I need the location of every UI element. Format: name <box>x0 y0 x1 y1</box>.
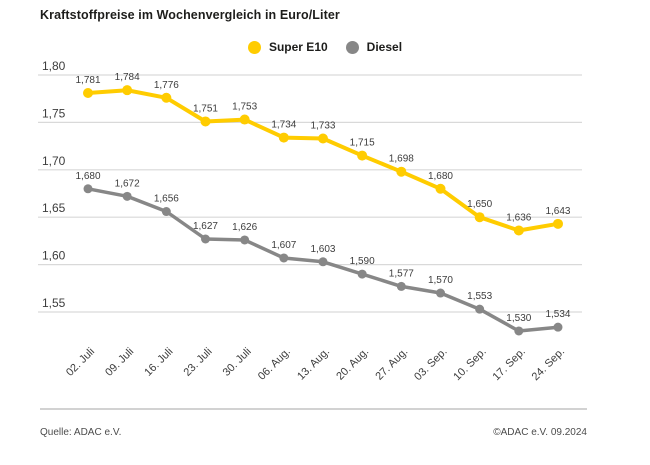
x-tick-label: 17. Sep. <box>490 346 527 383</box>
data-point-label: 1,781 <box>75 75 100 86</box>
data-point-label: 1,733 <box>310 121 335 132</box>
data-point <box>161 207 171 217</box>
data-point-label: 1,776 <box>154 80 179 91</box>
x-tick-label: 23. Juli <box>181 346 214 379</box>
y-tick-label: 1,70 <box>42 154 66 168</box>
data-point <box>240 235 250 245</box>
legend-item-super-e10: Super E10 <box>247 40 328 54</box>
diesel-marker-icon <box>345 40 359 54</box>
data-point <box>396 166 407 177</box>
x-tick-label: 02. Juli <box>64 346 97 379</box>
footer: Quelle: ADAC e.V. ©ADAC e.V. 09.2024 <box>40 427 587 438</box>
x-tick-label: 10. Sep. <box>451 346 488 383</box>
legend-item-diesel: Diesel <box>345 40 403 54</box>
copyright-note: ©ADAC e.V. 09.2024 <box>493 427 587 438</box>
data-point-label: 1,570 <box>428 275 453 286</box>
source-note: Quelle: ADAC e.V. <box>40 427 122 438</box>
data-point <box>278 132 289 143</box>
x-tick-label: 09. Juli <box>103 346 136 379</box>
x-axis-labels: 02. Juli 09. Juli 16. Juli 23. Juli 30. Juli… <box>64 346 567 383</box>
data-point-label: 1,626 <box>232 222 257 233</box>
data-point <box>513 225 524 236</box>
data-point-label: 1,553 <box>467 291 492 302</box>
legend-label-super-e10: Super E10 <box>268 40 328 54</box>
x-tick-label: 06. Aug. <box>256 346 293 383</box>
data-point-label: 1,680 <box>428 171 453 182</box>
y-tick-label: 1,55 <box>42 296 66 310</box>
data-point-label: 1,643 <box>545 206 570 217</box>
y-tick-label: 1,65 <box>42 201 66 215</box>
chart-legend: Super E10 Diesel <box>0 40 650 54</box>
x-tick-label: 03. Sep. <box>412 346 449 383</box>
data-point <box>396 281 406 291</box>
x-tick-label: 20. Aug. <box>334 346 371 383</box>
data-point-label: 1,698 <box>389 154 414 165</box>
x-tick-label: 30. Juli <box>221 346 254 379</box>
data-point <box>552 218 563 229</box>
data-point <box>474 212 485 223</box>
data-point-label: 1,715 <box>350 138 375 149</box>
data-point-label: 1,650 <box>467 199 492 210</box>
data-point-label: 1,530 <box>506 313 531 324</box>
data-point-label: 1,627 <box>193 221 218 232</box>
x-tick-label: 13. Aug. <box>295 346 332 383</box>
footer-divider <box>40 408 587 410</box>
data-point <box>200 116 211 127</box>
data-point-label: 1,672 <box>115 178 140 189</box>
x-tick-label: 16. Juli <box>142 346 175 379</box>
data-point-label: 1,534 <box>545 309 570 320</box>
data-point <box>83 184 93 194</box>
data-point-label: 1,590 <box>350 256 375 267</box>
data-point <box>200 234 210 244</box>
data-point-label: 1,607 <box>271 240 296 251</box>
x-tick-label: 24. Sep. <box>530 346 567 383</box>
data-point <box>553 322 563 332</box>
super-e10-marker-icon <box>247 40 261 54</box>
data-point-label: 1,734 <box>271 120 296 131</box>
data-point-label: 1,603 <box>310 244 335 255</box>
data-point-label: 1,753 <box>232 102 257 113</box>
data-point <box>435 288 445 298</box>
data-point <box>435 183 446 194</box>
data-point-label: 1,751 <box>193 103 218 114</box>
data-point <box>318 257 328 267</box>
data-point-label: 1,636 <box>506 212 531 223</box>
data-point <box>279 253 289 263</box>
data-point-label: 1,680 <box>75 171 100 182</box>
data-point <box>122 191 132 201</box>
data-point-label: 1,784 <box>115 72 140 83</box>
chart-title: Kraftstoffpreise im Wochenvergleich in E… <box>40 8 340 22</box>
data-point <box>317 133 328 144</box>
series-diesel: 1,680 1,672 1,656 1,627 1,626 1,607 1,603 1,590… <box>75 171 571 336</box>
fuel-price-line-chart: 1,80 1,75 1,70 1,65 1,60 1,55 02. Juli 09. Juli… <box>38 59 582 383</box>
data-point-label: 1,656 <box>154 194 179 205</box>
data-point <box>83 88 93 99</box>
data-point <box>161 92 172 103</box>
data-point <box>514 326 524 336</box>
data-point <box>122 85 133 96</box>
data-point <box>357 150 368 161</box>
series-super-e10: 1,781 1,784 1,776 1,751 1,753 1,734 1,733 1,715… <box>75 72 571 236</box>
data-point <box>239 114 250 125</box>
y-tick-label: 1,60 <box>42 249 66 263</box>
y-tick-label: 1,80 <box>42 59 66 73</box>
data-point <box>357 269 367 279</box>
gridlines: 1,80 1,75 1,70 1,65 1,60 1,55 <box>38 59 582 313</box>
data-point <box>475 304 485 314</box>
y-tick-label: 1,75 <box>42 106 66 120</box>
legend-label-diesel: Diesel <box>366 40 403 54</box>
x-tick-label: 27. Aug. <box>373 346 410 383</box>
data-point-label: 1,577 <box>389 268 414 279</box>
